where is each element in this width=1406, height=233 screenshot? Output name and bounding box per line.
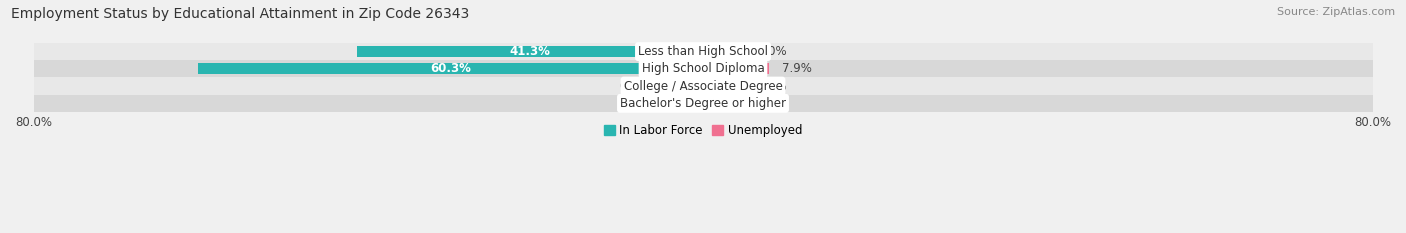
Text: 60.3%: 60.3% xyxy=(430,62,471,75)
Bar xyxy=(661,98,703,109)
Text: High School Diploma: High School Diploma xyxy=(641,62,765,75)
Text: 0.0%: 0.0% xyxy=(758,45,787,58)
Bar xyxy=(703,63,769,74)
Text: College / Associate Degree: College / Associate Degree xyxy=(624,80,782,93)
Text: Less than High School: Less than High School xyxy=(638,45,768,58)
Text: 7.9%: 7.9% xyxy=(782,62,811,75)
Bar xyxy=(34,43,1372,60)
Text: Employment Status by Educational Attainment in Zip Code 26343: Employment Status by Educational Attainm… xyxy=(11,7,470,21)
Bar xyxy=(703,81,745,91)
Bar xyxy=(661,81,703,91)
Bar xyxy=(34,77,1372,95)
Text: 0.0%: 0.0% xyxy=(758,80,787,93)
Bar xyxy=(34,95,1372,112)
Bar xyxy=(357,46,703,57)
Bar xyxy=(34,60,1372,77)
Text: 0.0%: 0.0% xyxy=(619,97,648,110)
Text: 0.0%: 0.0% xyxy=(758,97,787,110)
Bar xyxy=(198,63,703,74)
Bar xyxy=(703,98,745,109)
Text: 0.0%: 0.0% xyxy=(619,80,648,93)
Text: Bachelor's Degree or higher: Bachelor's Degree or higher xyxy=(620,97,786,110)
Bar xyxy=(703,46,745,57)
Text: Source: ZipAtlas.com: Source: ZipAtlas.com xyxy=(1277,7,1395,17)
Text: 41.3%: 41.3% xyxy=(510,45,551,58)
Legend: In Labor Force, Unemployed: In Labor Force, Unemployed xyxy=(599,120,807,142)
